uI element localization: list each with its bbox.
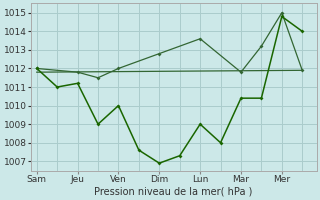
X-axis label: Pression niveau de la mer( hPa ): Pression niveau de la mer( hPa ): [94, 187, 253, 197]
